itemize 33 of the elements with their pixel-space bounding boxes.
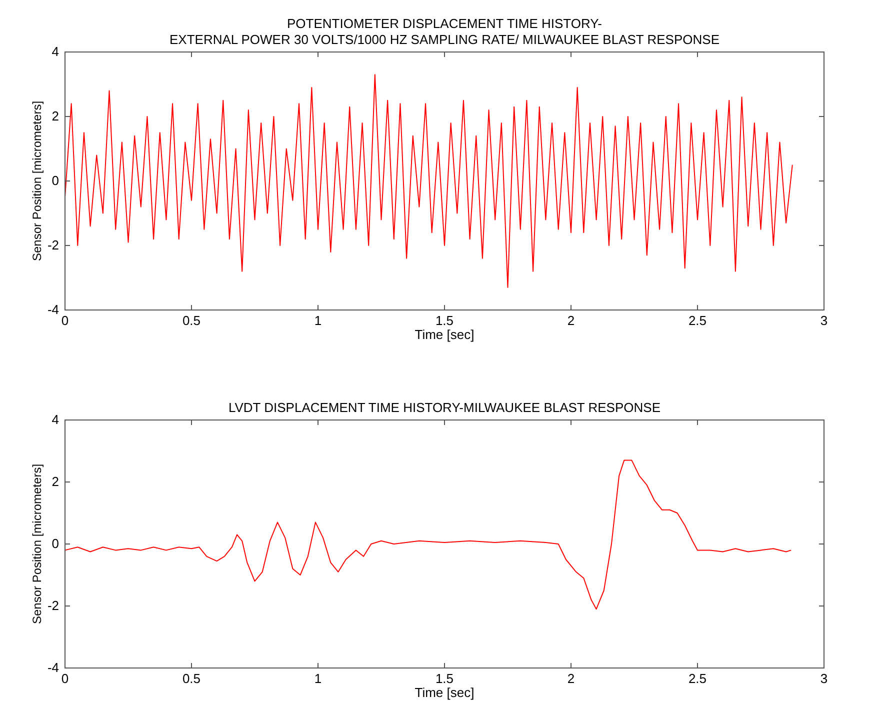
line-series — [64, 460, 792, 610]
x-tick-label: 1.5 — [435, 671, 454, 686]
y-tick-label: 0 — [52, 536, 59, 551]
y-axis-title: Sensor Position [micrometers] — [30, 100, 44, 262]
x-tick-label: 2.5 — [688, 313, 707, 328]
x-axis-title: Time [sec] — [414, 327, 474, 342]
x-tick-label: 0.5 — [182, 671, 201, 686]
y-tick-label: 2 — [52, 108, 59, 124]
x-tick-label: 3 — [820, 671, 828, 686]
chart-title: LVDT DISPLACEMENT TIME HISTORY-MILWAUKEE BLAST RESPONSE — [228, 400, 661, 415]
y-axis-title: Sensor Position [micrometers] — [30, 464, 44, 624]
x-tick-label: 0 — [61, 671, 69, 686]
x-tick-label: 2 — [567, 313, 575, 328]
chart-subtitle: EXTERNAL POWER 30 VOLTS/1000 HZ SAMPLING RATE/ MILWAUKEE BLAST RESPONSE — [169, 32, 720, 47]
y-tick-label: 0 — [52, 173, 59, 188]
x-tick-label: 1 — [314, 671, 322, 686]
x-axis-title: Time [sec] — [414, 685, 474, 700]
x-tick-label: 2.5 — [688, 671, 707, 686]
y-tick-label: 4 — [52, 44, 59, 59]
x-tick-label: 2 — [567, 671, 575, 686]
x-tick-label: 3 — [820, 313, 828, 328]
x-tick-label: 1 — [314, 313, 322, 328]
y-tick-label: -4 — [47, 660, 59, 675]
x-tick-label: 0 — [61, 313, 69, 328]
y-tick-label: -2 — [47, 598, 59, 613]
y-tick-label: -2 — [47, 238, 59, 252]
x-tick-label: 0.5 — [182, 313, 201, 328]
y-tick-label: 2 — [52, 474, 59, 489]
line-series — [64, 74, 793, 288]
y-tick-label: -4 — [47, 302, 59, 317]
x-tick-label: 1.5 — [435, 313, 454, 328]
y-tick-label: 4 — [52, 412, 59, 427]
chart-title: POTENTIOMETER DISPLACEMENT TIME HISTORY- — [287, 16, 602, 31]
